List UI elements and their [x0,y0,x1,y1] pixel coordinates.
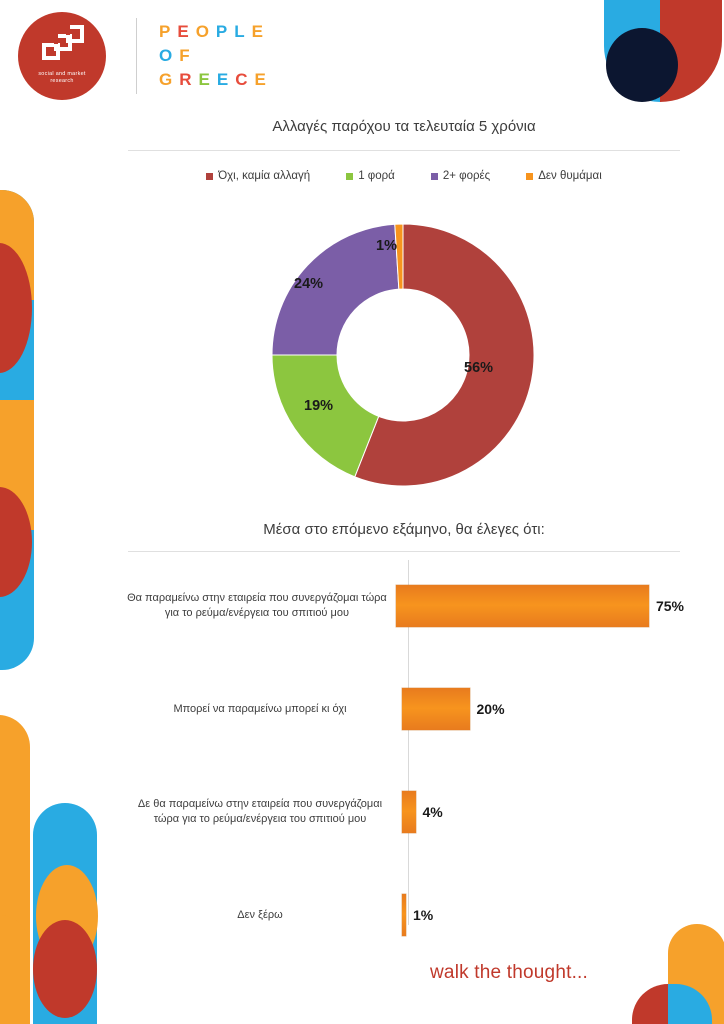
legend-swatch-icon [526,172,534,180]
logo-circle: social and market research [18,12,106,100]
donut-slice-value: 24% [294,276,324,292]
brand-letter: P [159,22,178,41]
brand-letter: O [195,22,216,41]
donut-slice[interactable] [271,354,380,478]
legend-label: 1 φορά [358,170,395,182]
logo-divider [136,18,137,94]
donut-slice[interactable] [271,223,400,356]
brand-letter: L [234,22,252,41]
donut-chart-legend: Όχι, καμία αλλαγή 1 φορά 2+ φορές Δεν θυμάμ… [124,170,684,182]
bar-chart-row: Δεν ξέρω 1% [124,869,684,961]
donut-slice-value: 1% [376,238,397,254]
decoration-bottom-right-red [632,984,668,1024]
brand-letter: R [179,70,199,89]
brand-letter: E [177,22,196,41]
bar-chart-row: Δε θα παραμείνω στην εταιρεία που συνεργ… [124,766,684,858]
bar-value-label: 1% [413,907,434,923]
legend-swatch-icon [430,172,438,180]
donut-slice[interactable] [354,223,535,487]
legend-item[interactable]: 2+ φορές [430,170,491,182]
bar-fill[interactable] [402,894,406,936]
bar-track: 4% [402,766,684,858]
donut-chart: 56% 19% 24% 1% [268,220,538,495]
bar-fill[interactable] [402,688,470,730]
brand-tagline: walk the thought... [430,962,589,983]
brand-letter: E [251,22,270,41]
decoration-bottom-left-orange-low [0,915,30,1024]
bar-value-label: 75% [655,598,684,614]
brand-letter: O [159,46,180,65]
brand-letter: G [159,70,180,89]
decoration-top-right-navy-circle [606,28,678,102]
brand-letter: E [198,70,217,89]
legend-swatch-icon [346,172,354,180]
bar-track: 20% [402,663,684,755]
donut-slice-value: 19% [304,398,334,414]
bar-chart-axis [408,560,409,925]
bar-category-label: Δε θα παραμείνω στην εταιρεία που συνεργ… [137,798,383,825]
brand-letter: E [216,70,236,89]
bar-category-label: Δεν ξέρω [237,908,283,921]
bar-value-label: 4% [422,804,443,820]
donut-chart-svg [271,223,535,487]
legend-label: Δεν θυμάμαι [538,170,602,182]
donut-slice[interactable] [394,223,404,290]
bar-chart-row: Μπορεί να παραμείνω μπορεί κι όχι 20% [124,663,684,755]
donut-title-rule [128,150,680,151]
bar-chart: Θα παραμείνω στην εταιρεία που συνεργάζο… [124,560,684,940]
bar-chart-row: Θα παραμείνω στην εταιρεία που συνεργάζο… [124,560,684,652]
bar-value-label: 20% [476,701,505,717]
people-of-greece-logo-icon [36,23,88,68]
legend-label: 2+ φορές [442,170,491,182]
bar-chart-title: Μέσα στο επόμενο εξάμηνο, θα έλεγες ότι: [263,521,545,538]
legend-item[interactable]: Δεν θυμάμαι [526,170,602,182]
bar-title-rule [128,551,680,552]
bar-track: 1% [402,869,684,961]
bar-fill[interactable] [395,585,649,627]
logo-subtitle: social and market research [38,71,86,84]
brand-letter: C [235,70,255,89]
legend-item[interactable]: 1 φορά [346,170,395,182]
brand-letter: E [254,70,273,89]
brand-letter: P [215,22,235,41]
legend-swatch-icon [206,172,214,180]
bar-track: 75% [395,560,684,652]
brand-letter: F [179,46,197,65]
bar-fill[interactable] [402,791,416,833]
donut-chart-title: Αλλαγές παρόχου τα τελευταία 5 χρόνια [272,118,536,135]
legend-item[interactable]: Όχι, καμία αλλαγή [206,170,310,182]
bar-category-label: Μπορεί να παραμείνω μπορεί κι όχι [173,702,347,715]
bar-category-label: Θα παραμείνω στην εταιρεία που συνεργάζο… [127,592,387,619]
legend-label: Όχι, καμία αλλαγή [218,170,311,182]
donut-slice-value: 56% [464,360,494,376]
decoration-bottom-left-red-circle [33,920,97,1018]
